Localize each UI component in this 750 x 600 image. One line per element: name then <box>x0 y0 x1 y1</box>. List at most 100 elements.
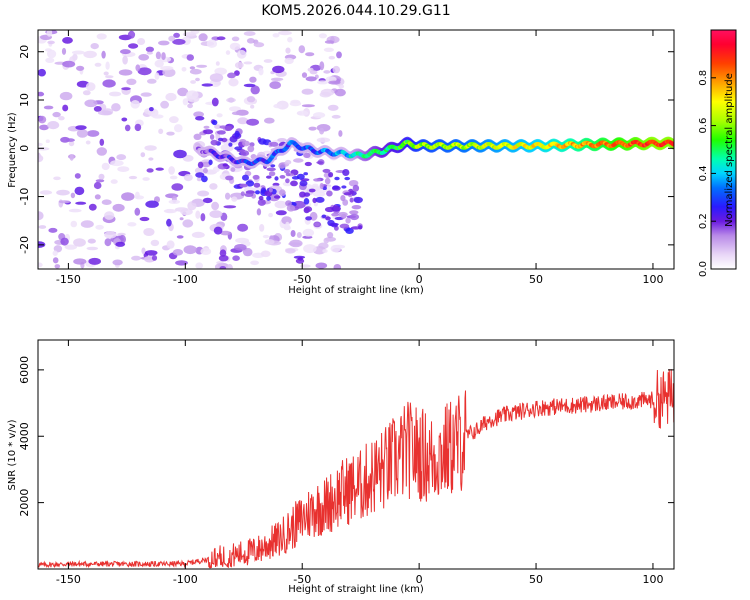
spectrogram-blob <box>166 131 175 136</box>
spectrogram-blob <box>224 125 233 131</box>
spectrogram-blob <box>58 200 71 204</box>
spectrogram-blob <box>175 260 188 266</box>
spectrogram-blob <box>134 123 142 132</box>
spectrogram-blob <box>169 175 178 180</box>
spectrogram-blob <box>202 197 213 204</box>
spectrogram-blob <box>234 146 243 151</box>
spectrogram-blob <box>86 130 100 137</box>
spectrogram-blob <box>172 249 184 256</box>
spectrogram-blob <box>130 100 140 109</box>
spectrogram-blob <box>318 33 327 39</box>
spectrogram-blob <box>227 72 236 79</box>
spectrogram-blob <box>43 105 54 110</box>
spectrogram-blob <box>328 80 341 85</box>
x-tick-label: 50 <box>529 573 543 586</box>
spectrogram-blob <box>193 111 205 118</box>
x-tick-label: -100 <box>173 573 198 586</box>
spectrogram-blob <box>305 216 312 221</box>
spectrogram-blob <box>165 92 177 102</box>
spectrogram-blob <box>213 226 223 235</box>
spectrogram-blob <box>105 75 114 79</box>
spectrogram-blob <box>338 211 348 218</box>
spectrogram-blob <box>269 141 279 147</box>
spectrogram-blob <box>250 260 259 266</box>
spectrogram-blob <box>298 45 306 54</box>
y-tick-label: 2000 <box>18 489 31 517</box>
spectrogram-blob <box>110 179 118 184</box>
spectrogram-blob <box>231 36 240 42</box>
spectrogram-blob <box>182 32 197 37</box>
spectrogram-blob <box>240 150 250 157</box>
y-tick-label: 6000 <box>18 356 31 384</box>
spectrogram-blob <box>308 188 316 193</box>
spectrogram-blob <box>38 225 47 229</box>
spectrogram-blob <box>196 177 202 182</box>
spectrogram-blob <box>344 176 351 181</box>
spectrogram-blob <box>237 117 249 125</box>
spectrogram-x-label: Height of straight line (km) <box>288 285 424 296</box>
spectrogram-blob <box>116 154 127 161</box>
spectrogram-blob <box>266 167 276 172</box>
spectrogram-blob <box>191 200 200 204</box>
spectrogram-blob <box>272 182 280 187</box>
colorbar-tick-label: 0.8 <box>698 70 709 86</box>
spectrogram-blob <box>128 43 139 49</box>
spectrogram-blob <box>86 246 99 251</box>
spectrogram-blob <box>154 59 164 68</box>
spectrogram-blob <box>75 125 87 130</box>
x-tick-label: -50 <box>293 273 311 286</box>
spectrogram-blob <box>279 189 286 197</box>
spectrogram-blob <box>322 249 328 253</box>
spectrogram-blob <box>289 101 302 107</box>
spectrogram-blob <box>284 169 291 174</box>
spectrogram-blob <box>317 80 329 85</box>
spectrogram-blob <box>94 62 102 67</box>
spectrogram-blob <box>229 106 241 112</box>
spectrogram-blob <box>187 103 194 109</box>
spectrogram-blob <box>65 138 75 142</box>
spectrogram-blob <box>327 232 334 239</box>
spectrogram-blob <box>326 190 333 197</box>
spectrogram-blob <box>291 176 300 180</box>
spectrogram-blob <box>246 118 259 126</box>
spectrogram-blob <box>189 66 196 70</box>
spectrogram-blob <box>243 83 256 88</box>
spectrogram-blob <box>309 70 318 75</box>
x-tick-label: -150 <box>56 273 81 286</box>
spectrogram-blob <box>70 192 76 199</box>
spectrogram-blob <box>52 257 59 264</box>
spectrogram-blob <box>258 138 267 145</box>
spectrogram-blob <box>206 39 218 48</box>
spectrogram-blob <box>99 138 105 146</box>
spectrogram-blob <box>242 247 253 257</box>
colorbar-tick-label: 0.2 <box>698 213 709 229</box>
y-tick-label: -10 <box>18 188 31 206</box>
spectrogram-blob <box>53 176 61 181</box>
spectrogram-blob <box>259 224 265 232</box>
spectrogram-blob <box>152 114 164 119</box>
spectrogram-blob <box>45 139 50 143</box>
spectrogram-blob <box>191 231 205 238</box>
spectrogram-blob <box>142 177 150 181</box>
spectrogram-blob <box>324 40 335 44</box>
spectrogram-blob <box>38 262 43 268</box>
spectrogram-blob <box>104 211 115 220</box>
spectrogram-blob <box>323 70 331 74</box>
spectrogram-blob <box>277 138 287 142</box>
spectrogram-blob <box>195 210 201 219</box>
spectrogram-blob <box>230 167 236 172</box>
spectrogram-blob <box>322 186 327 190</box>
spectrogram-blob <box>186 90 199 100</box>
spectrogram-blob <box>174 124 183 133</box>
x-tick-label: 100 <box>642 273 663 286</box>
spectrogram-blob <box>181 67 187 72</box>
spectrogram-blob <box>253 182 261 188</box>
spectrogram-blob <box>315 196 325 203</box>
spectrogram-blob <box>80 220 94 228</box>
spectrogram-blob <box>330 223 338 228</box>
spectrogram-blob <box>62 37 73 44</box>
spectrogram-blob <box>52 250 58 256</box>
spectrogram-blob <box>165 208 173 213</box>
spectrogram-blob <box>289 239 303 248</box>
spectrogram-blob <box>137 67 152 76</box>
